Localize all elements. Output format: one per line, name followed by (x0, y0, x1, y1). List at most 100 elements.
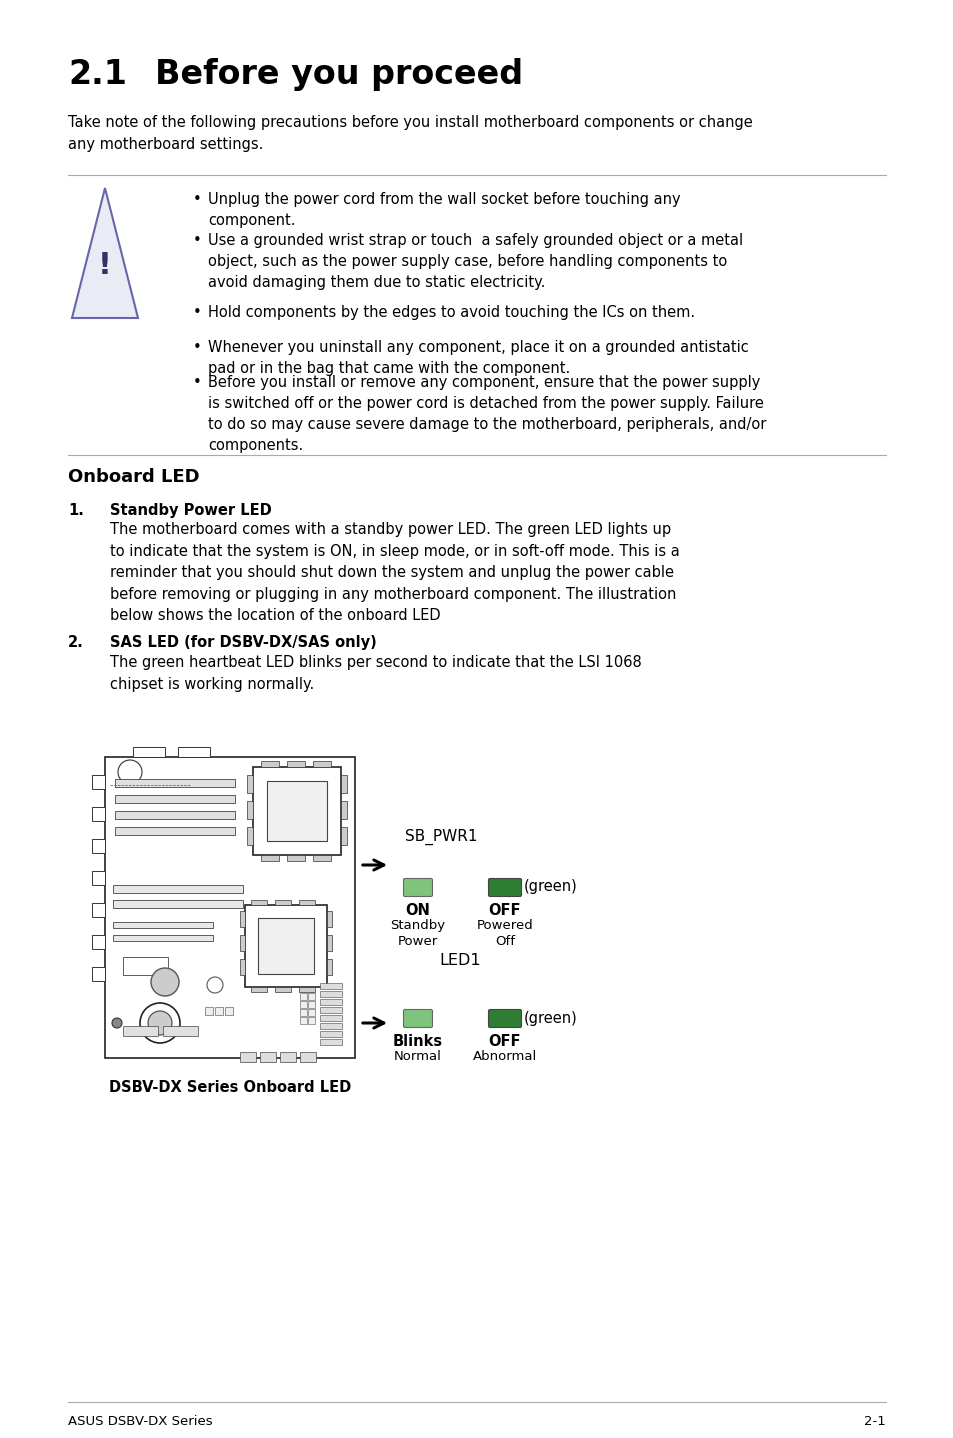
Bar (225, 1007, 233, 1015)
Bar (253, 766, 340, 856)
Bar (308, 994, 314, 999)
Text: 2.1: 2.1 (68, 58, 127, 91)
Bar (91, 871, 105, 884)
Text: •: • (193, 375, 201, 390)
Circle shape (118, 761, 142, 784)
Bar (247, 801, 253, 820)
Bar (267, 781, 327, 841)
Bar (240, 959, 245, 975)
Bar (123, 1025, 158, 1035)
Text: Blinks: Blinks (393, 1034, 442, 1048)
Bar (298, 900, 314, 905)
Bar (91, 775, 105, 789)
Text: Use a grounded wrist strap or touch  a safely grounded object or a metal
object,: Use a grounded wrist strap or touch a sa… (208, 233, 742, 290)
Text: Before you proceed: Before you proceed (154, 58, 522, 91)
Circle shape (112, 1018, 122, 1028)
Bar (105, 756, 355, 1058)
Text: Hold components by the edges to avoid touching the ICs on them.: Hold components by the edges to avoid to… (208, 305, 695, 321)
Bar (299, 1009, 307, 1017)
Text: !: ! (98, 250, 112, 279)
Bar (280, 1053, 295, 1063)
Bar (313, 856, 331, 861)
Bar (327, 912, 332, 928)
Bar (319, 1031, 341, 1037)
Bar (308, 1017, 314, 1024)
Bar (340, 801, 347, 820)
Bar (287, 761, 305, 766)
Text: •: • (193, 233, 201, 247)
Bar (299, 1017, 307, 1024)
Bar (112, 935, 213, 940)
Bar (319, 991, 341, 997)
Text: Take note of the following precautions before you install motherboard components: Take note of the following precautions b… (68, 115, 752, 151)
Text: ASUS DSBV-DX Series: ASUS DSBV-DX Series (68, 1415, 213, 1428)
Bar (123, 958, 168, 975)
FancyBboxPatch shape (403, 879, 432, 896)
Circle shape (151, 968, 179, 997)
Bar (340, 775, 347, 792)
Text: Abnormal: Abnormal (473, 1050, 537, 1063)
Bar (319, 984, 341, 989)
Bar (91, 935, 105, 949)
Text: ON: ON (405, 903, 430, 917)
Text: OFF: OFF (488, 1034, 520, 1048)
Bar (240, 1053, 255, 1063)
Bar (214, 1007, 223, 1015)
Circle shape (148, 1011, 172, 1035)
Bar (340, 827, 347, 846)
Text: The motherboard comes with a standby power LED. The green LED lights up
to indic: The motherboard comes with a standby pow… (110, 522, 679, 624)
Bar (178, 746, 210, 756)
Text: Standby Power LED: Standby Power LED (110, 503, 272, 518)
FancyBboxPatch shape (403, 1009, 432, 1028)
Bar (327, 959, 332, 975)
Bar (319, 1022, 341, 1030)
Text: Before you install or remove any component, ensure that the power supply
is swit: Before you install or remove any compone… (208, 375, 765, 453)
Text: 2.: 2. (68, 636, 84, 650)
Bar (163, 1025, 198, 1035)
Bar (319, 1040, 341, 1045)
Bar (115, 811, 234, 820)
Circle shape (140, 1002, 180, 1043)
Bar (251, 900, 267, 905)
Bar (260, 1053, 275, 1063)
Bar (91, 807, 105, 821)
Text: Unplug the power cord from the wall socket before touching any
component.: Unplug the power cord from the wall sock… (208, 193, 679, 229)
Text: 1.: 1. (68, 503, 84, 518)
Bar (91, 966, 105, 981)
Bar (205, 1007, 213, 1015)
Bar (247, 775, 253, 792)
Text: •: • (193, 305, 201, 321)
Bar (319, 999, 341, 1005)
Bar (298, 986, 314, 992)
Text: DSBV-DX Series Onboard LED: DSBV-DX Series Onboard LED (109, 1080, 351, 1094)
Bar (245, 905, 327, 986)
Bar (261, 761, 278, 766)
Text: LED1: LED1 (438, 953, 480, 968)
Circle shape (207, 976, 223, 994)
Bar (261, 856, 278, 861)
FancyBboxPatch shape (488, 1009, 521, 1028)
Bar (247, 827, 253, 846)
Text: SAS LED (for DSBV-DX/SAS only): SAS LED (for DSBV-DX/SAS only) (110, 636, 376, 650)
Bar (240, 912, 245, 928)
Bar (274, 986, 291, 992)
Text: •: • (193, 193, 201, 207)
Bar (115, 827, 234, 835)
Bar (91, 903, 105, 917)
Polygon shape (71, 188, 138, 318)
Text: •: • (193, 339, 201, 355)
Text: (green): (green) (523, 880, 578, 894)
Text: Onboard LED: Onboard LED (68, 467, 199, 486)
Bar (308, 1009, 314, 1017)
Text: Normal: Normal (394, 1050, 441, 1063)
Text: The green heartbeat LED blinks per second to indicate that the LSI 1068
chipset : The green heartbeat LED blinks per secon… (110, 654, 641, 692)
Text: OFF: OFF (488, 903, 520, 917)
Bar (319, 1015, 341, 1021)
Bar (115, 795, 234, 802)
Text: Whenever you uninstall any component, place it on a grounded antistatic
pad or i: Whenever you uninstall any component, pl… (208, 339, 748, 375)
Bar (112, 900, 243, 907)
Bar (313, 761, 331, 766)
Bar (115, 779, 234, 787)
Bar (299, 1001, 307, 1008)
Text: 2-1: 2-1 (863, 1415, 885, 1428)
